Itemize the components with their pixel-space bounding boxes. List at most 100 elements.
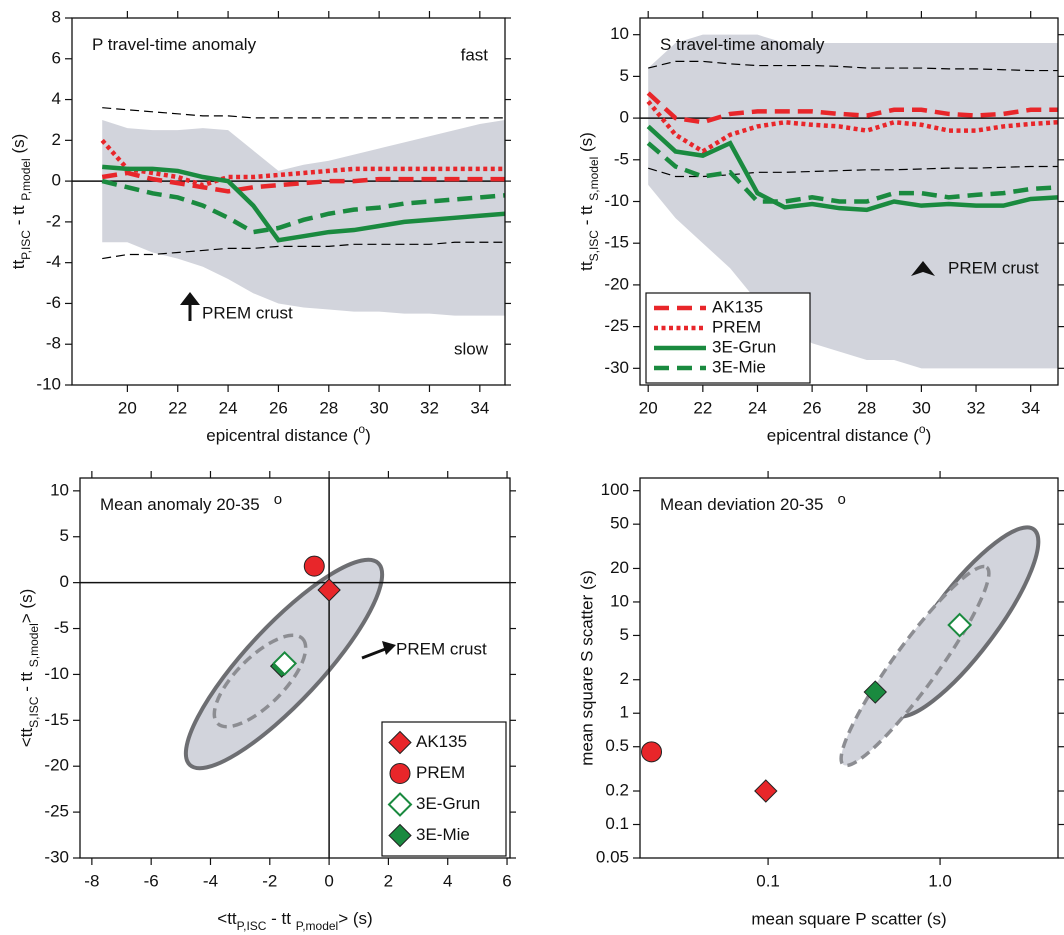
- x-tick-label: -8: [84, 871, 99, 890]
- x-tick-label: 20: [639, 398, 658, 417]
- series-line: [648, 165, 1058, 178]
- y-tick-label: -5: [54, 618, 69, 637]
- label-part: - tt: [9, 201, 28, 230]
- label-script: S,model: [587, 157, 601, 201]
- x-tick-label: 1.0: [928, 871, 952, 890]
- x-tick-label: 4: [443, 871, 452, 890]
- chart-title: Mean anomaly 20-35 o: [100, 491, 282, 515]
- legend-label: AK135: [416, 732, 467, 751]
- series-line: [102, 164, 505, 243]
- title-degree: o: [274, 491, 282, 508]
- legend-label: 3E-Mie: [416, 825, 470, 844]
- y-tick-label: -4: [46, 252, 61, 271]
- legend-marker: [389, 763, 411, 784]
- arrow-head: [911, 261, 935, 276]
- legend-label: PREM: [712, 317, 761, 336]
- x-tick-label: 30: [912, 398, 931, 417]
- y-tick-label: 1: [620, 703, 629, 722]
- point: [947, 612, 973, 638]
- x-tick-label: 32: [967, 398, 986, 417]
- y-tick-label: 6: [52, 48, 61, 67]
- arrow-head: [382, 641, 396, 655]
- y-tick-label: 20: [610, 558, 629, 577]
- y-tick-label: 100: [601, 480, 629, 499]
- point: [317, 578, 341, 602]
- x-tick-label: -4: [203, 871, 218, 890]
- y-tick-label: -20: [604, 274, 629, 293]
- label-part: ): [365, 426, 371, 445]
- x-tick-label: 20: [118, 398, 137, 417]
- y-tick-label: -6: [46, 293, 61, 312]
- x-tick-label: 32: [420, 398, 439, 417]
- x-tick-label: 6: [502, 871, 511, 890]
- label-part: <tt: [17, 728, 36, 748]
- label-script: P,model: [19, 158, 33, 200]
- title-text: Mean anomaly 20-35: [100, 495, 260, 514]
- label-script: o: [358, 422, 365, 436]
- plot-area: [80, 478, 510, 858]
- plot-area: [641, 612, 973, 803]
- label-script: P,model: [296, 919, 338, 933]
- annotation: PREM crust: [202, 303, 293, 322]
- series-line: [646, 124, 1058, 213]
- panel: 20 22 24 26 28 30 32 34 -30 -25 -20 -15 -10 -5 0 5 10 S t…: [577, 11, 1064, 445]
- y-tick-label: -25: [44, 802, 69, 821]
- y-tick-label: 0.2: [605, 780, 629, 799]
- label-part: - tt: [266, 909, 295, 928]
- chart-title: P travel-time anomaly: [92, 35, 257, 54]
- legend-marker: [387, 792, 413, 817]
- series-line: [102, 241, 505, 260]
- y-tick-label: 10: [50, 480, 69, 499]
- series-line: [646, 91, 1058, 125]
- label-part: epicentral distance (: [767, 426, 919, 445]
- title-degree: o: [838, 491, 846, 508]
- y-axis-label: ttP,ISC - tt P,model (s): [9, 134, 33, 270]
- y-tick-label: 0.1: [605, 814, 629, 833]
- legend-marker: [388, 730, 412, 755]
- label-script: S,model: [27, 623, 41, 667]
- y-axis-label: mean square S scatter (s): [577, 570, 596, 766]
- plot-area: [640, 34, 1058, 369]
- x-tick-label: 24: [748, 398, 767, 417]
- y-tick-label: 0.5: [605, 736, 629, 755]
- x-tick-label: 30: [370, 398, 389, 417]
- panel: 0.1 1.0 0.05 0.1 0.2 0.5 1 2 5 10 20 50 100 Mean devi…: [577, 471, 1064, 928]
- y-tick-label: 0: [60, 572, 69, 591]
- y-tick-label: 10: [610, 24, 629, 43]
- point: [303, 555, 325, 577]
- series-line: [102, 107, 505, 119]
- y-tick-label: -8: [46, 334, 61, 353]
- y-axis-label: <ttS,ISC - tt S,model> (s): [17, 589, 41, 748]
- y-tick-label: 5: [620, 66, 629, 85]
- plot-frame: [71, 17, 506, 386]
- y-tick-label: -10: [44, 664, 69, 683]
- y-tick-label: -30: [604, 358, 629, 377]
- label-part: epicentral distance (: [206, 426, 358, 445]
- x-tick-label: -6: [144, 871, 159, 890]
- y-tick-label: 2: [52, 130, 61, 149]
- series-line: [100, 138, 505, 188]
- point: [641, 741, 663, 763]
- y-tick-label: -15: [44, 710, 69, 729]
- label-script: P,ISC: [237, 919, 267, 933]
- label-part: - tt: [577, 201, 596, 230]
- series-line: [101, 178, 505, 235]
- legend-label: AK135: [712, 297, 763, 316]
- y-axis-label: ttS,ISC - tt S,model (s): [577, 132, 601, 271]
- label-part: (s): [9, 134, 28, 159]
- label-part: ): [926, 426, 932, 445]
- title-text: S travel-time anomaly: [660, 35, 825, 54]
- y-tick-label: 0: [52, 171, 61, 190]
- legend-label: 3E-Grun: [712, 337, 776, 356]
- label-script: S,ISC: [27, 696, 41, 728]
- legend-box: [645, 292, 811, 384]
- label-part: tt: [577, 261, 596, 271]
- x-tick-label: 34: [470, 398, 489, 417]
- chart-title: S travel-time anomaly: [660, 35, 825, 54]
- x-tick-label: 28: [319, 398, 338, 417]
